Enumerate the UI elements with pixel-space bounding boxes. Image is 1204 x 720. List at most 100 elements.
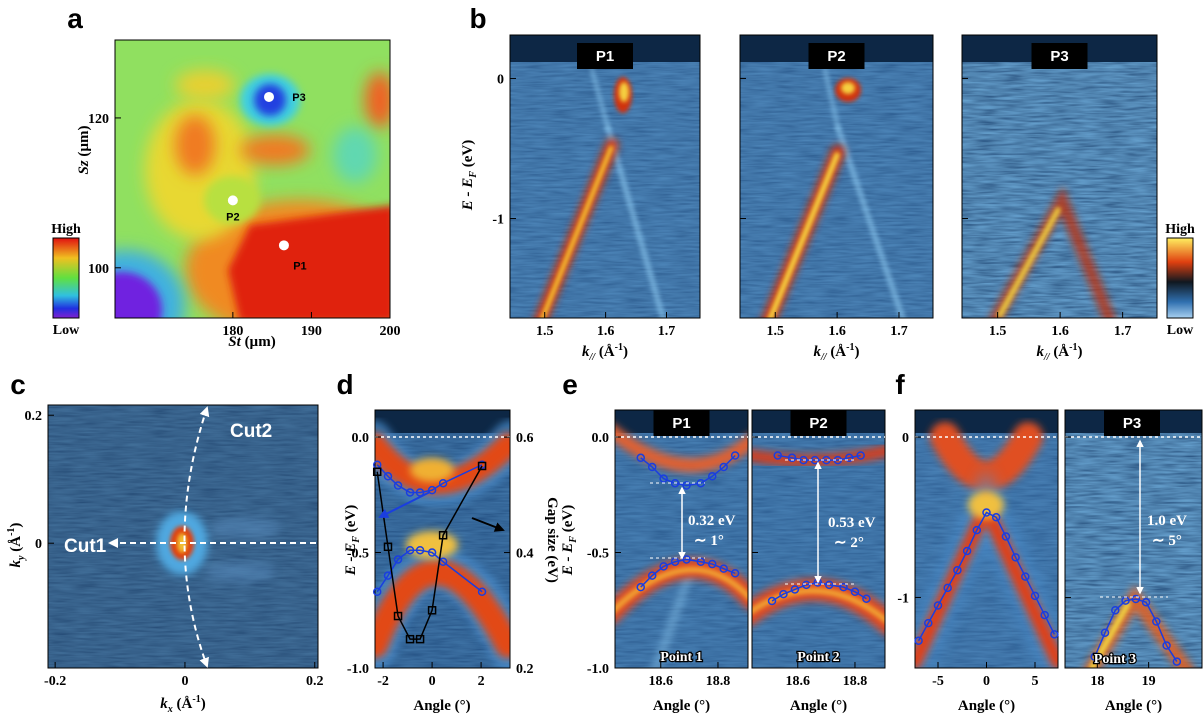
lower-band-marker: [779, 589, 788, 599]
y-axis-label: Sz (µm): [76, 125, 92, 174]
x-tick-label: -0.2: [44, 674, 66, 689]
upper-band-marker: [682, 481, 691, 490]
upper-band-marker: [707, 472, 717, 481]
label-part: (eV): [460, 140, 476, 171]
heatmap-noise: [1065, 410, 1202, 668]
x-tick-label: 200: [380, 324, 401, 339]
heatmap-noise: [740, 35, 933, 318]
band-marker: [1050, 630, 1059, 639]
label-part: ): [623, 344, 628, 360]
panel-header: P1: [672, 415, 690, 432]
label-part: (Å: [1050, 344, 1070, 360]
lower-band-marker: [659, 562, 668, 571]
x-tick-label: 1.7: [658, 324, 676, 339]
panel-header: P2: [827, 48, 845, 65]
heatmap-blob: [968, 491, 1004, 519]
lower-band-marker: [730, 569, 740, 578]
heatmap-blob: [115, 272, 162, 318]
gap-size-marker: [415, 634, 425, 644]
x-tick-label: 1.5: [536, 324, 554, 339]
colorbar: [52, 237, 80, 319]
gap-size-marker: [477, 461, 487, 471]
x-tick-label: 1.5: [989, 324, 1007, 339]
lower-band-marker: [862, 594, 871, 603]
heatmap-band: [539, 145, 614, 318]
upper-band-marker: [427, 485, 437, 495]
band-marker: [1030, 591, 1040, 601]
x-tick-label: 1.6: [597, 324, 615, 339]
x-axis-label: Angle (°): [1105, 698, 1162, 714]
map-point-label: P3: [292, 92, 305, 104]
band-marker: [1100, 628, 1110, 637]
y-tick-label: 0: [35, 537, 42, 552]
heatmap-image: [915, 410, 1058, 668]
heatmap-image: [48, 405, 318, 668]
x-tick-label: 1.7: [890, 324, 908, 339]
y-tick-label: 120: [88, 112, 109, 127]
heatmap-image: [962, 35, 1157, 318]
arrow: [471, 517, 505, 532]
band-marker: [943, 583, 952, 593]
gap-size-line: [376, 465, 483, 640]
colorbar-label: Low: [53, 323, 80, 338]
image-border: [509, 34, 701, 319]
label-part: ): [201, 696, 206, 712]
gap-size-marker: [372, 467, 382, 477]
x-axis-label: Angle (°): [790, 698, 847, 714]
upper-band-line: [376, 464, 483, 494]
label-part: E - E: [560, 543, 576, 577]
y2-axis-label: Gap size (eV): [544, 497, 560, 583]
heatmap-blob: [365, 72, 390, 128]
x-tick-label: 18.6: [786, 674, 811, 689]
heatmap-image: [510, 35, 700, 318]
point-label: Point 1: [660, 650, 702, 665]
y-axis-label: E - EF (eV): [460, 140, 479, 211]
lower-band-marker: [707, 559, 717, 569]
heatmap-blob: [240, 135, 310, 165]
panel-header: P2: [809, 415, 827, 432]
x-tick-label: 1.5: [767, 324, 785, 339]
label-part: k: [1037, 344, 1045, 360]
heatmap-band: [375, 559, 510, 658]
x-axis-label: St (µm): [228, 334, 275, 350]
x-tick-label: 0: [181, 674, 188, 689]
colorbar-label: High: [1165, 222, 1195, 237]
panel-letter: f: [895, 369, 905, 400]
gap-size-marker: [427, 606, 437, 615]
annotation: 1.0 eV: [1147, 513, 1187, 529]
x-tick-label: 18.6: [649, 674, 674, 689]
lower-band-marker: [405, 545, 415, 555]
y2-tick-label: 0.2: [516, 662, 534, 677]
heatmap-blob: [205, 562, 275, 582]
x-axis-label: k// (Å-1): [582, 342, 628, 363]
y-tick-label: -1.0: [347, 662, 369, 677]
panel-header: P3: [1050, 48, 1068, 65]
cut-line: [183, 406, 210, 668]
x-tick-label: 18.8: [706, 674, 731, 689]
y2-tick-label: 0.4: [516, 547, 534, 562]
label-part: E - E: [343, 543, 359, 577]
colorbar-label: High: [51, 222, 81, 237]
upper-band-marker: [844, 453, 854, 463]
y-tick-label: 0.0: [592, 431, 610, 446]
lower-band-marker: [477, 587, 487, 597]
image-border: [47, 404, 319, 669]
label-part: (Å: [173, 696, 193, 712]
label-part: (Å: [595, 344, 615, 360]
x-tick-label: 18: [1090, 674, 1104, 689]
x-tick-label: 2: [478, 674, 485, 689]
panel-header: P3: [1123, 415, 1141, 432]
label-part: E - E: [460, 178, 476, 212]
annotation: ∼ 1°: [694, 533, 724, 549]
band-marker: [1141, 598, 1151, 607]
x-tick-label: 190: [301, 324, 322, 339]
y-tick-label: 100: [88, 262, 109, 277]
band-marker: [1090, 652, 1100, 662]
panel-letter: c: [10, 369, 26, 400]
upper-band-marker: [647, 462, 657, 472]
label-part: k: [814, 344, 822, 360]
panel-header-box: [1031, 43, 1088, 69]
x-tick-label: 0: [429, 674, 436, 689]
gap-size-marker: [405, 634, 415, 644]
panel-header: P1: [596, 48, 614, 65]
